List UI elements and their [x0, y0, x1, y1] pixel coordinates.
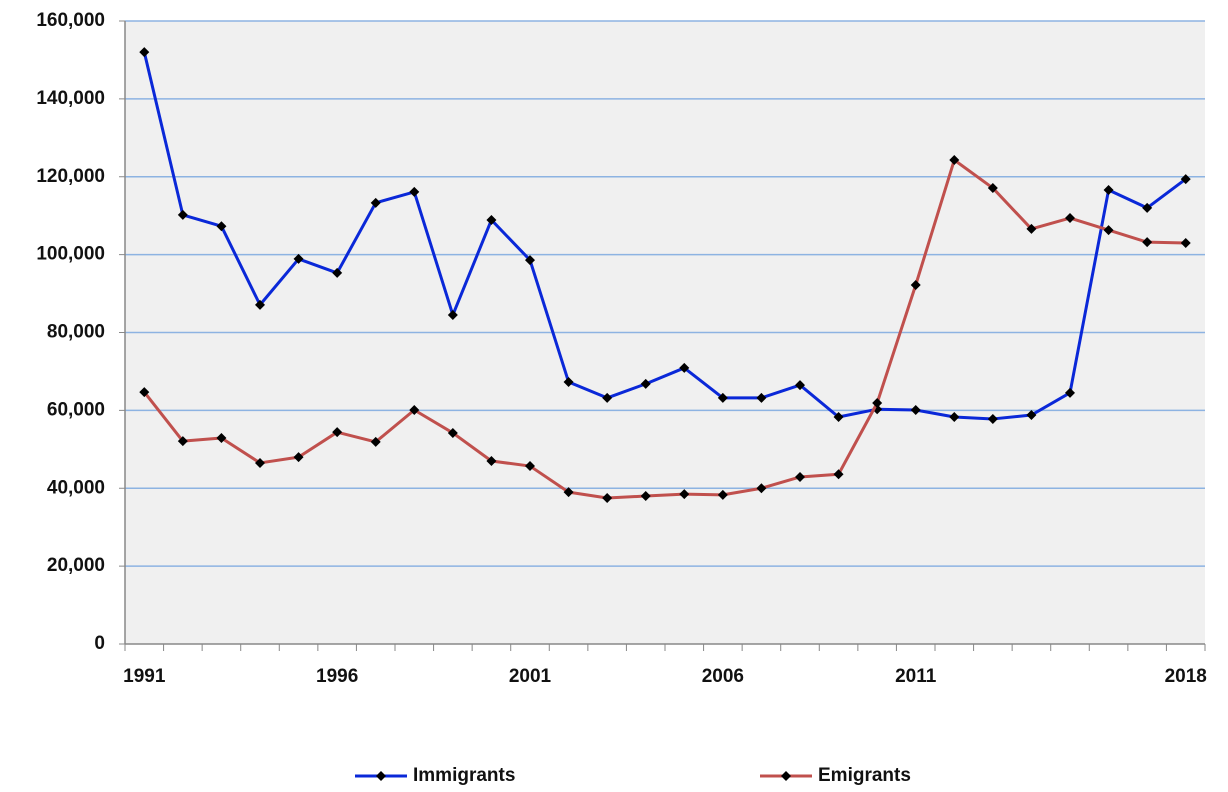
data-point — [1180, 174, 1191, 185]
data-point — [255, 457, 265, 468]
data-point — [525, 255, 535, 266]
x-tick-label: 2018 — [1165, 666, 1207, 687]
y-tick-label: 160,000 — [36, 10, 105, 31]
data-point — [486, 214, 497, 225]
series-line — [142, 51, 1187, 421]
data-point — [1103, 184, 1114, 195]
series-line — [143, 158, 1186, 500]
legend-label: Immigrants — [413, 765, 515, 786]
data-point — [1142, 237, 1153, 248]
data-point — [949, 411, 960, 422]
x-tick-label: 2011 — [895, 666, 937, 687]
legend-label: Emigrants — [818, 765, 911, 786]
data-point — [640, 378, 651, 389]
y-tick-label: 40,000 — [47, 477, 105, 498]
y-tick-label: 100,000 — [36, 244, 105, 265]
x-tick-label: 2001 — [509, 666, 552, 687]
data-point — [640, 491, 651, 502]
data-point — [293, 452, 304, 463]
x-tick-label: 1991 — [123, 666, 166, 687]
data-point — [679, 362, 690, 373]
data-point — [563, 376, 574, 387]
data-point — [409, 186, 420, 197]
data-point — [872, 397, 883, 408]
data-point — [447, 309, 458, 320]
data-point — [1103, 225, 1114, 236]
data-point — [833, 469, 844, 480]
data-point — [1142, 202, 1153, 213]
data-point — [139, 387, 150, 398]
y-tick-label: 140,000 — [36, 88, 105, 109]
data-point — [949, 155, 960, 166]
legend-marker — [376, 771, 386, 781]
data-point — [717, 489, 728, 500]
data-point — [1065, 213, 1075, 224]
data-point — [910, 404, 921, 415]
data-point — [409, 404, 420, 415]
data-point — [293, 253, 304, 264]
data-point — [795, 471, 805, 482]
legend-marker — [781, 771, 791, 781]
data-point — [987, 413, 998, 424]
data-point — [216, 433, 227, 444]
data-point — [255, 299, 265, 310]
data-point — [602, 392, 613, 403]
y-tick-label: 120,000 — [36, 166, 105, 187]
y-tick-label: 80,000 — [47, 322, 105, 343]
y-tick-label: 20,000 — [47, 555, 105, 576]
y-tick-label: 0 — [94, 633, 105, 654]
data-point — [370, 197, 381, 208]
data-point — [756, 483, 767, 494]
x-tick-label: 1996 — [316, 666, 358, 687]
data-point — [139, 47, 150, 58]
data-point — [795, 380, 805, 391]
data-point — [1180, 237, 1191, 248]
data-point — [987, 183, 998, 194]
data-point — [216, 221, 227, 232]
data-point — [756, 392, 767, 403]
data-point — [486, 455, 497, 466]
data-point — [332, 427, 343, 438]
data-point — [602, 492, 613, 503]
y-tick-label: 60,000 — [47, 399, 105, 420]
data-point — [370, 436, 381, 447]
data-point — [833, 411, 844, 422]
data-point — [1065, 387, 1075, 398]
x-tick-label: 2006 — [702, 666, 744, 687]
data-point — [563, 487, 574, 498]
data-point — [717, 392, 728, 403]
data-point — [1026, 410, 1037, 421]
data-point — [1026, 223, 1037, 234]
data-point — [679, 489, 690, 500]
data-point — [525, 461, 535, 472]
data-point — [332, 267, 343, 278]
data-point — [177, 209, 188, 220]
data-point — [447, 427, 458, 438]
data-point — [177, 436, 188, 447]
data-point — [910, 279, 921, 290]
